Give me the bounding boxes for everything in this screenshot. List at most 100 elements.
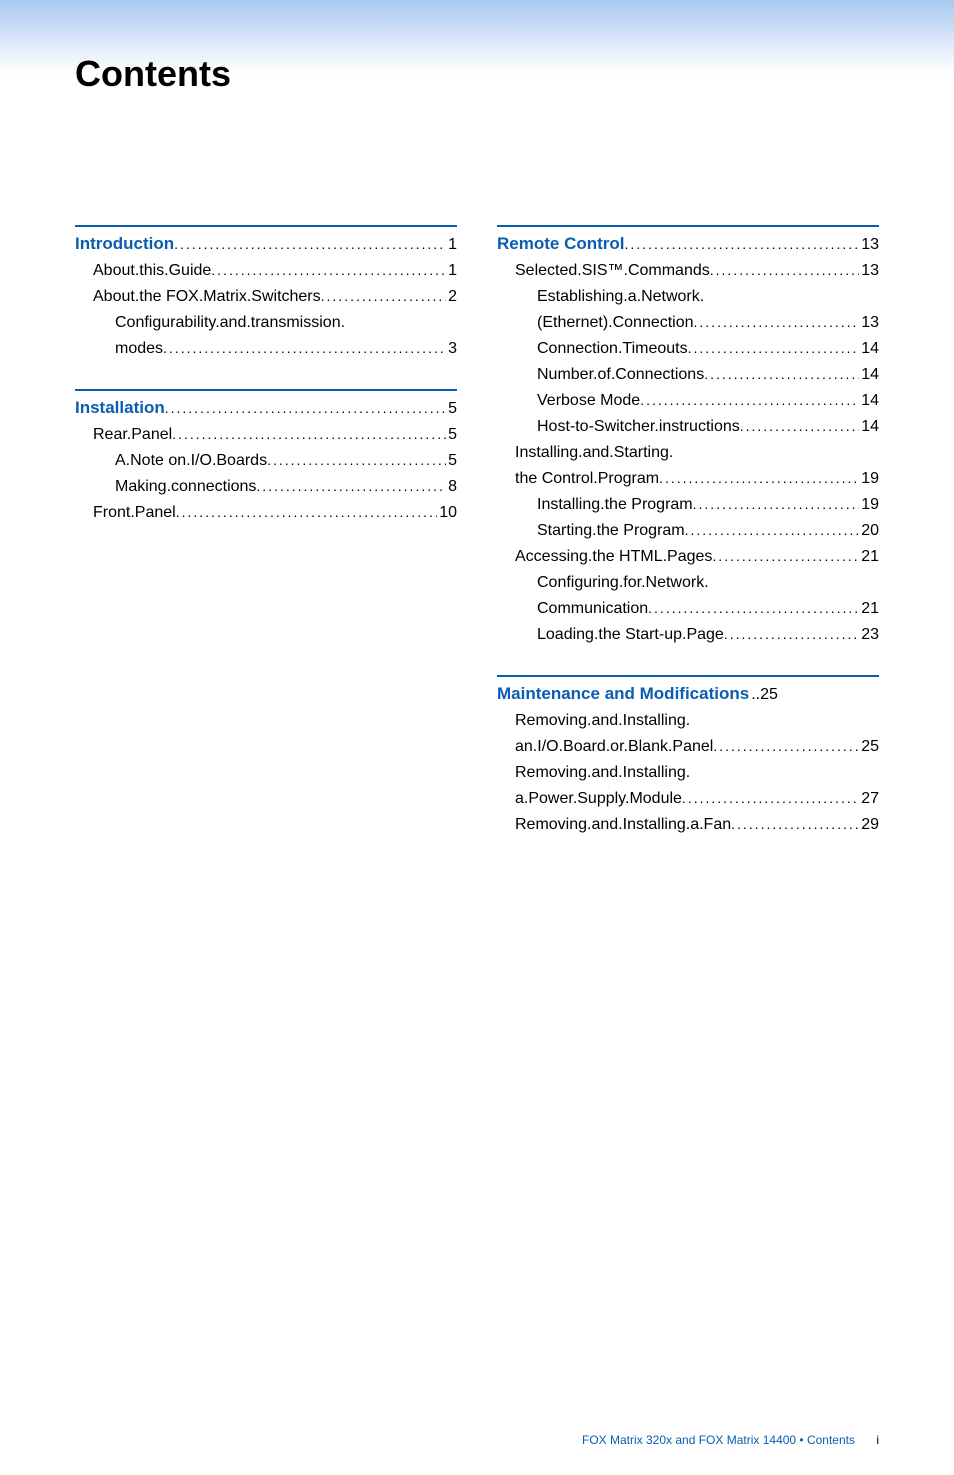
toc-entry-label: Rear.Panel [93,423,172,447]
toc-entry-row: the Control.Program 19 [497,467,879,491]
toc-entry-label: Making.connections [115,475,256,499]
toc-entry-label: Number.of.Connections [537,363,704,387]
toc-entry-label: Verbose Mode [537,389,640,413]
toc-page-number: 5 [446,423,457,447]
toc-entry-label: Removing.and.Installing. [515,709,690,733]
toc-entry-row: Configurability.and.transmission. [75,311,457,335]
toc-leader-dots [731,814,859,835]
toc-leader-dots [640,390,859,411]
toc-entry-label: Removing.and.Installing.a.Fan [515,813,731,837]
toc-entry-label: the Control.Program [515,467,659,491]
toc-leader-dots [176,502,437,523]
toc-leader-dots [710,260,859,281]
toc-entry-row: a.Power.Supply.Module27 [497,787,879,811]
toc-entry-label: Configuring.for.Network. [537,571,709,595]
toc-leader-dots [740,416,859,437]
toc-section-row: Maintenance and Modifications..25 [497,681,879,707]
toc-entry-label: A.Note on.I/O.Boards [115,449,267,473]
toc-entry-label: Front.Panel [93,501,176,525]
toc-entry-label: Installing.the Program [537,493,693,517]
toc-entry-row: Making.connections 8 [75,475,457,499]
toc-leader-dots [712,546,859,567]
toc-leader-dots [267,450,446,471]
toc-section-link[interactable]: Maintenance and Modifications [497,681,749,707]
section-gap [75,527,457,553]
toc-leader-dots [713,736,859,757]
footer-text: FOX Matrix 320x and FOX Matrix 14400 • C… [582,1433,855,1447]
toc-page-number: 1 [446,233,457,257]
toc-page-number: 23 [859,623,879,647]
toc-entry-label: Installing.and.Starting. [515,441,673,465]
toc-page-number: 14 [859,363,879,387]
toc-entry-label: Loading.the Start-up.Page [537,623,724,647]
toc-page-number: 10 [437,501,457,525]
toc-section-link[interactable]: Remote Control [497,231,625,257]
page-footer: FOX Matrix 320x and FOX Matrix 14400 • C… [582,1433,879,1447]
toc-page-number: 3 [446,337,457,361]
toc-page-number: 5 [446,397,457,421]
toc-entry-row: Accessing.the HTML.Pages 21 [497,545,879,569]
toc-entry-row: Selected.SIS™.Commands 13 [497,259,879,283]
toc-page-number: 14 [859,415,879,439]
toc-page-number: 25 [859,735,879,759]
section-rule [497,675,879,677]
toc-column-left: Introduction 1 About.this.Guide 1 About.the … [75,225,457,865]
toc-page-number: 19 [859,467,879,491]
toc-entry-row: Starting.the Program20 [497,519,879,543]
toc-page-number: 13 [859,259,879,283]
toc-leader-dots [659,468,859,489]
toc-entry-row: Establishing.a.Network. [497,285,879,309]
toc-page-number: 21 [859,545,879,569]
toc-leader-dots [704,364,859,385]
toc-leader-dots [174,234,446,255]
toc-entry-label: Host-to-Switcher.instructions [537,415,740,439]
toc-page-number: 5 [446,449,457,473]
toc-entry-label: Selected.SIS™.Commands [515,259,710,283]
toc-page-number: 8 [446,475,457,499]
toc-section-row: Remote Control 13 [497,231,879,257]
toc-entry-label: Configurability.and.transmission. [115,311,345,335]
toc-leader-dots [693,494,860,515]
toc-leader-dots [165,398,446,419]
toc-entry-row: Removing.and.Installing. [497,761,879,785]
toc-entry-row: Host-to-Switcher.instructions 14 [497,415,879,439]
toc-leader-dots [694,312,860,333]
toc-leader-dots [625,234,860,255]
toc-entry-label: modes [115,337,163,361]
toc-leader-dots [724,624,859,645]
toc-entry-row: Loading.the Start-up.Page 23 [497,623,879,647]
toc-entry-label: Connection.Timeouts [537,337,688,361]
toc-section-link[interactable]: Installation [75,395,165,421]
toc-entry-row: Installing.the Program19 [497,493,879,517]
toc-page-number: 20 [859,519,879,543]
toc-leader-dots [321,286,446,307]
toc-entry-row: Rear.Panel 5 [75,423,457,447]
toc-entry-row: Connection.Timeouts14 [497,337,879,361]
toc-entry-row: Removing.and.Installing.a.Fan29 [497,813,879,837]
toc-entry-row: Number.of.Connections 14 [497,363,879,387]
toc-page-number: 2 [446,285,457,309]
toc-section-link[interactable]: Introduction [75,231,174,257]
toc-leader-dots [685,520,860,541]
toc-entry-row: Front.Panel 10 [75,501,457,525]
toc-entry-row: (Ethernet).Connection 13 [497,311,879,335]
toc-entry-label: About.this.Guide [93,259,211,283]
toc-entry-row: Configuring.for.Network. [497,571,879,595]
toc-entry-label: About.the FOX.Matrix.Switchers [93,285,321,309]
toc-page-number: 13 [859,233,879,257]
toc-entry-label: (Ethernet).Connection [537,311,694,335]
toc-leader-dots [211,260,446,281]
toc-entry-row: Installing.and.Starting. [497,441,879,465]
toc-leader-dots [648,598,859,619]
toc-page-number: 1 [446,259,457,283]
section-rule [497,225,879,227]
toc-entry-label: Communication [537,597,648,621]
toc-entry-label: an.I/O.Board.or.Blank.Panel [515,735,713,759]
toc-columns: Introduction 1 About.this.Guide 1 About.the … [0,135,954,865]
footer-page-number: i [858,1433,879,1447]
section-rule [75,225,457,227]
toc-entry-label: Accessing.the HTML.Pages [515,545,712,569]
toc-leader-dots [163,338,446,359]
toc-page-number: 13 [859,311,879,335]
toc-entry-label: Establishing.a.Network. [537,285,704,309]
